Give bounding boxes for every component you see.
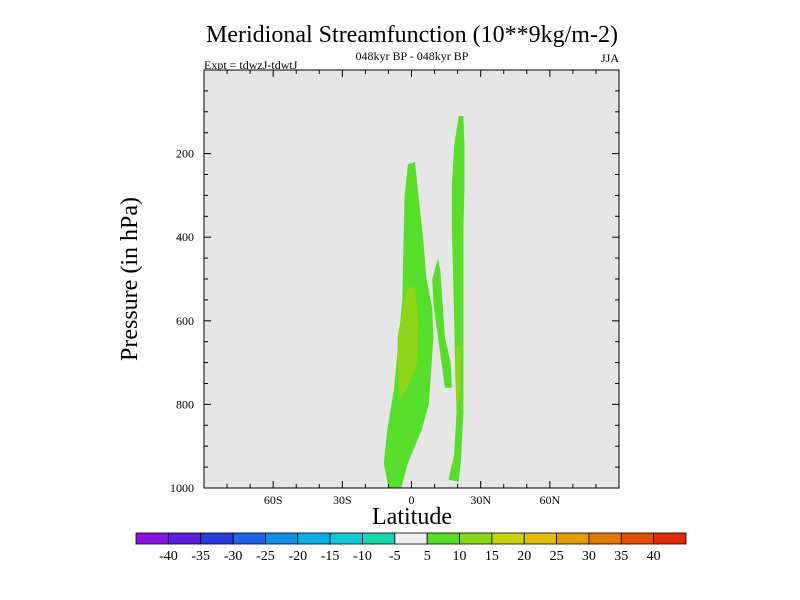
x-tick-label: 0 xyxy=(409,493,415,507)
x-tick-label: 30S xyxy=(333,493,352,507)
colorbar-box xyxy=(265,532,299,545)
colorbar-label: -25 xyxy=(256,549,275,564)
colorbar-box xyxy=(556,532,590,545)
y-tick-label: 400 xyxy=(176,230,194,244)
x-axis-label: Latitude xyxy=(372,504,452,530)
x-tick-label: 60N xyxy=(539,493,560,507)
y-axis-tick-labels: 200 400 600 800 1000 xyxy=(170,147,194,495)
colorbar-label: 5 xyxy=(424,549,431,564)
colorbar-label: -10 xyxy=(353,549,372,564)
colorbar-label: -35 xyxy=(191,549,210,564)
colorbar-box xyxy=(653,532,687,545)
contour-left-cell-core xyxy=(397,287,419,401)
y-axis-label: Pressure (in hPa) xyxy=(117,197,143,361)
plot-frame xyxy=(203,69,620,489)
colorbar-label: -15 xyxy=(321,549,340,564)
contour-bridge-cell xyxy=(432,258,452,388)
colorbar-label: 15 xyxy=(485,549,499,564)
chart-subtitle-left: Expt = tdwzJ-tdwtJ xyxy=(204,58,298,72)
y-tick-label: 1000 xyxy=(170,481,194,495)
colorbar-label: -20 xyxy=(288,549,307,564)
contour-right-cell-outer xyxy=(448,116,465,482)
colorbar-box xyxy=(200,532,234,545)
contour-fills xyxy=(383,116,465,488)
colorbar-box xyxy=(491,532,525,545)
colorbar-label: -5 xyxy=(389,549,401,564)
y-tick-label: 600 xyxy=(176,314,194,328)
colorbar-box xyxy=(362,532,396,545)
colorbar: -40 -35 -30 -25 -20 -15 -10 -5 5 10 15 20 25 30 35 40 xyxy=(135,532,687,564)
colorbar-label: 30 xyxy=(582,549,596,564)
colorbar-box xyxy=(232,532,266,545)
x-axis-tick-labels: 60S 30S 0 30N 60N xyxy=(264,493,561,507)
colorbar-box xyxy=(426,532,460,545)
colorbar-label: 25 xyxy=(550,549,564,564)
plot-area xyxy=(203,69,620,489)
colorbar-labels: -40 -35 -30 -25 -20 -15 -10 -5 5 10 15 20 25 30 35 40 xyxy=(159,549,661,564)
x-tick-label: 60S xyxy=(264,493,283,507)
colorbar-box xyxy=(588,532,622,545)
colorbar-box xyxy=(329,532,363,545)
colorbar-label: -30 xyxy=(224,549,243,564)
colorbar-box xyxy=(135,532,169,545)
colorbar-boxes xyxy=(135,532,687,545)
colorbar-label: 35 xyxy=(614,549,628,564)
y-tick-label: 200 xyxy=(176,147,194,161)
colorbar-box xyxy=(523,532,557,545)
colorbar-label: 10 xyxy=(453,549,467,564)
chart-subtitle-center: 048kyr BP - 048kyr BP xyxy=(356,49,469,63)
colorbar-box xyxy=(459,532,493,545)
colorbar-label: -40 xyxy=(159,549,178,564)
colorbar-box xyxy=(620,532,655,545)
axis-ticks xyxy=(204,70,619,488)
y-tick-label: 800 xyxy=(176,397,194,411)
chart-title: Meridional Streamfunction (10**9kg/m-2) xyxy=(206,22,618,48)
colorbar-label: 20 xyxy=(517,549,531,564)
colorbar-box xyxy=(167,532,202,545)
colorbar-box xyxy=(297,532,331,545)
colorbar-box xyxy=(394,532,428,545)
chart-subtitle-right: JJA xyxy=(601,51,619,65)
contour-right-cell-core xyxy=(455,345,462,405)
x-tick-label: 30N xyxy=(470,493,491,507)
colorbar-label: 40 xyxy=(647,549,661,564)
